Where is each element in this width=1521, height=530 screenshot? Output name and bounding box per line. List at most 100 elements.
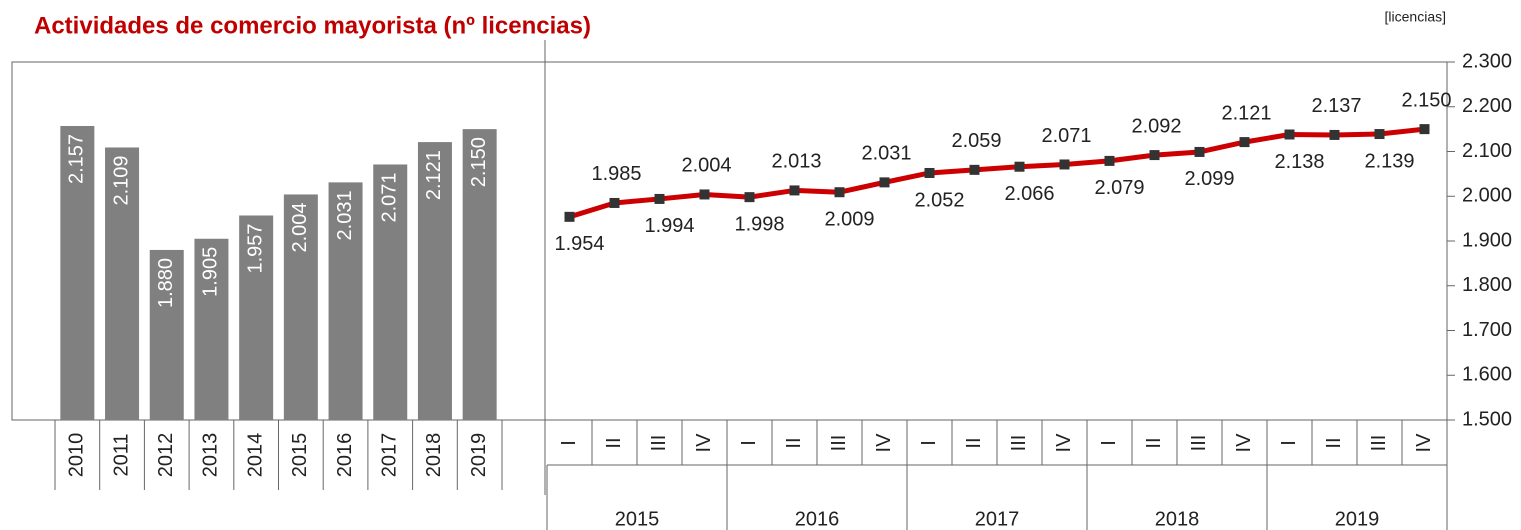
x-group-label: 2019 [1335,508,1380,530]
y-tick-label: 1.900 [1462,229,1512,251]
x-group-label: 2015 [615,508,660,530]
unit-label: [licencias] [1385,9,1446,25]
x-tick-label: IV [873,433,895,453]
point-value-label: 2.013 [771,151,821,173]
marker [969,164,980,175]
marker [1149,150,1160,161]
marker [654,193,665,204]
bar-value-label: 2.121 [423,150,445,200]
bar [328,182,363,420]
marker [789,185,800,196]
x-tick-label: 2017 [379,433,401,478]
x-tick-label: II [603,437,625,448]
marker [1284,129,1295,140]
point-value-label: 2.138 [1274,151,1324,173]
bar-value-label: 2.109 [110,155,132,205]
marker [1419,124,1430,135]
marker [564,211,575,222]
marker [1014,161,1025,172]
x-group-label: 2016 [795,508,840,530]
bar [149,249,184,420]
marker [699,189,710,200]
x-tick-label: IV [1233,433,1255,453]
bar-value-label: 1.957 [244,223,266,273]
x-tick-label: I [1278,440,1300,446]
chart-title: Actividades de comercio mayorista (nº li… [34,12,591,39]
bar-value-label: 1.880 [155,258,177,308]
marker [1194,146,1205,157]
y-tick-label: 1.800 [1462,274,1512,296]
marker [1059,159,1070,170]
x-tick-label: IV [693,433,715,453]
point-value-label: 2.052 [914,189,964,211]
x-tick-label: III [828,435,850,452]
x-tick-label: 2018 [423,433,445,478]
x-tick-label: 2010 [66,433,88,478]
point-value-label: 2.139 [1364,150,1414,172]
x-tick-label: I [918,440,940,446]
point-value-label: 2.121 [1221,102,1271,124]
x-tick-label: 2014 [244,433,266,478]
marker [834,187,845,198]
x-tick-label: 2012 [155,433,177,478]
bar-value-label: 1.905 [200,247,222,297]
point-value-label: 2.031 [861,143,911,165]
y-tick-label: 2.300 [1462,50,1512,72]
marker [1329,129,1340,140]
y-tick-label: 1.700 [1462,319,1512,341]
point-value-label: 1.954 [554,233,604,255]
bar-value-label: 2.071 [379,172,401,222]
x-group-label: 2017 [975,508,1020,530]
point-value-label: 1.994 [644,215,694,237]
x-tick-label: 2011 [110,433,132,476]
bar-value-label: 2.150 [468,137,490,187]
marker [879,177,890,188]
x-tick-label: II [783,437,805,448]
x-tick-label: 2019 [468,433,490,478]
point-value-label: 2.004 [681,155,731,177]
x-tick-label: III [1368,435,1390,452]
bar [373,164,408,420]
x-tick-label: III [1008,435,1030,452]
x-tick-label: II [1143,437,1165,448]
bar [462,129,497,420]
x-tick-label: III [648,435,670,452]
marker [1374,129,1385,140]
y-tick-label: 1.500 [1462,408,1512,430]
x-group-label: 2018 [1155,508,1200,530]
point-value-label: 2.150 [1401,89,1451,111]
point-value-label: 1.985 [591,163,641,185]
x-tick-label: I [738,440,760,446]
bar [194,238,229,420]
marker [1239,137,1250,148]
point-value-label: 2.079 [1094,177,1144,199]
bar [60,125,95,421]
y-tick-label: 2.000 [1462,185,1512,207]
marker [744,192,755,203]
bar [283,194,318,420]
x-tick-label: III [1188,435,1210,452]
y-tick-label: 2.200 [1462,95,1512,117]
point-value-label: 1.998 [734,213,784,235]
x-tick-label: 2013 [200,433,222,478]
x-tick-label: IV [1053,433,1075,453]
bar [239,215,274,420]
point-value-label: 2.137 [1311,95,1361,117]
marker [1104,155,1115,166]
bar [105,147,140,420]
point-value-label: 2.009 [824,209,874,231]
x-tick-label: 2016 [334,433,356,478]
x-tick-label: II [1323,437,1345,448]
y-tick-label: 1.600 [1462,364,1512,386]
bar-value-label: 2.004 [289,202,311,252]
point-value-label: 2.059 [951,130,1001,152]
point-value-label: 2.092 [1131,115,1181,137]
x-tick-label: II [963,437,985,448]
bar [417,142,452,421]
point-value-label: 2.066 [1004,183,1054,205]
x-tick-label: I [1098,440,1120,446]
y-tick-label: 2.100 [1462,140,1512,162]
x-tick-label: I [558,440,580,446]
x-tick-label: IV [1413,433,1435,453]
